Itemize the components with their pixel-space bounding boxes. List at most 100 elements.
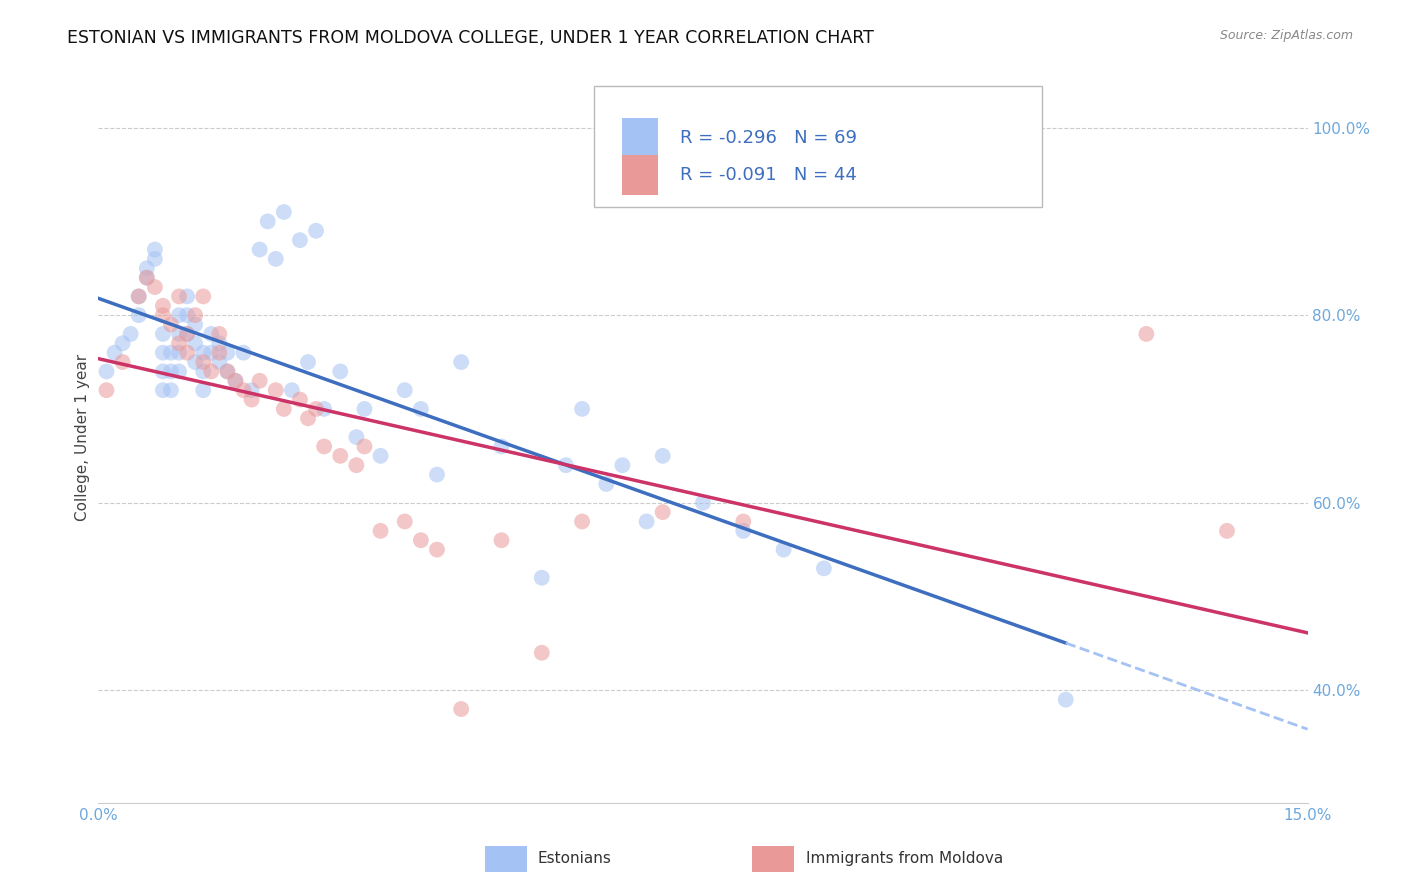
Point <box>692 496 714 510</box>
Text: R = -0.091   N = 44: R = -0.091 N = 44 <box>681 166 856 184</box>
Point <box>167 289 190 303</box>
Point <box>184 318 207 332</box>
Point <box>394 383 416 397</box>
Point <box>184 308 207 322</box>
Point <box>135 270 157 285</box>
Point <box>772 542 794 557</box>
Point <box>1054 692 1077 706</box>
Point <box>96 383 118 397</box>
Point <box>160 345 183 359</box>
Point <box>264 383 287 397</box>
Point <box>281 383 304 397</box>
Point <box>1135 326 1157 341</box>
Point <box>450 702 472 716</box>
Point <box>193 364 215 378</box>
Point <box>217 364 239 378</box>
Point <box>1216 524 1239 538</box>
Point <box>193 345 215 359</box>
Point <box>96 364 118 378</box>
Point <box>256 214 278 228</box>
Point <box>555 458 578 473</box>
Point <box>394 515 416 529</box>
Point <box>651 449 673 463</box>
Point <box>426 542 449 557</box>
Point <box>167 326 190 341</box>
Point <box>176 326 198 341</box>
Point <box>224 374 246 388</box>
Point <box>409 401 432 416</box>
Point <box>426 467 449 482</box>
Point <box>217 364 239 378</box>
Point <box>491 440 513 454</box>
Point <box>217 345 239 359</box>
Point <box>370 524 392 538</box>
Point <box>491 533 513 548</box>
Point <box>595 477 617 491</box>
Point <box>232 345 254 359</box>
Point <box>167 345 190 359</box>
Point <box>176 326 198 341</box>
Point <box>111 355 134 369</box>
Point <box>344 458 367 473</box>
Point <box>160 364 183 378</box>
Point <box>240 383 263 397</box>
Point <box>143 252 166 266</box>
Point <box>297 355 319 369</box>
Point <box>288 392 311 407</box>
Point <box>208 345 231 359</box>
Point <box>152 299 174 313</box>
Point <box>636 515 658 529</box>
Point <box>314 401 336 416</box>
Point <box>530 646 553 660</box>
Point <box>329 449 352 463</box>
Point <box>208 326 231 341</box>
Point <box>733 515 755 529</box>
Point <box>193 289 215 303</box>
Point <box>305 224 328 238</box>
Point <box>103 345 125 359</box>
Point <box>152 383 174 397</box>
Point <box>329 364 352 378</box>
Point <box>612 458 634 473</box>
Point <box>273 205 295 219</box>
Point <box>208 336 231 351</box>
Point <box>152 308 174 322</box>
Point <box>651 505 673 519</box>
Point <box>264 252 287 266</box>
Point <box>176 289 198 303</box>
Point <box>193 383 215 397</box>
Point <box>152 345 174 359</box>
FancyBboxPatch shape <box>621 119 658 159</box>
Point <box>152 326 174 341</box>
Point <box>135 270 157 285</box>
Text: R = -0.296   N = 69: R = -0.296 N = 69 <box>681 129 858 147</box>
Point <box>152 364 174 378</box>
Point <box>111 336 134 351</box>
Y-axis label: College, Under 1 year: College, Under 1 year <box>75 353 90 521</box>
Point <box>128 308 150 322</box>
FancyBboxPatch shape <box>621 154 658 194</box>
Text: Source: ZipAtlas.com: Source: ZipAtlas.com <box>1219 29 1353 42</box>
Point <box>120 326 142 341</box>
Text: Estonians: Estonians <box>537 851 612 865</box>
Point <box>370 449 392 463</box>
Point <box>128 289 150 303</box>
Point <box>167 364 190 378</box>
Point <box>344 430 367 444</box>
FancyBboxPatch shape <box>595 86 1042 207</box>
Point <box>409 533 432 548</box>
Point <box>176 308 198 322</box>
Point <box>240 392 263 407</box>
Point <box>184 336 207 351</box>
Point <box>167 308 190 322</box>
Point <box>167 336 190 351</box>
Point <box>128 289 150 303</box>
Point <box>450 355 472 369</box>
Text: Immigrants from Moldova: Immigrants from Moldova <box>806 851 1002 865</box>
Point <box>143 243 166 257</box>
Point <box>353 440 375 454</box>
Point <box>314 440 336 454</box>
Point <box>200 364 222 378</box>
Point <box>160 383 183 397</box>
Point <box>733 524 755 538</box>
